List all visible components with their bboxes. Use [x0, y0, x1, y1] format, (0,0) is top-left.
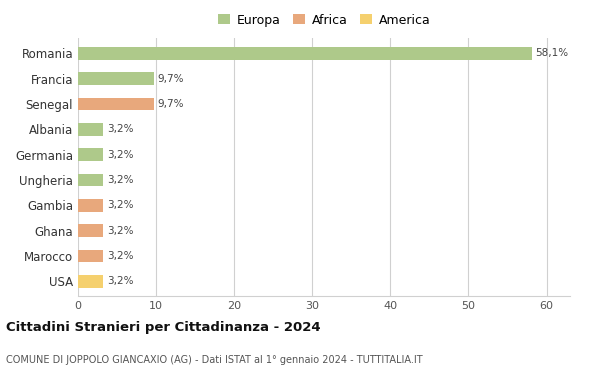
Text: 3,2%: 3,2%: [107, 150, 133, 160]
Bar: [78, 275, 103, 288]
Bar: [78, 148, 103, 161]
Bar: [78, 123, 103, 136]
Text: 3,2%: 3,2%: [107, 124, 133, 134]
Text: 3,2%: 3,2%: [107, 175, 133, 185]
Bar: [78, 199, 103, 212]
Text: 58,1%: 58,1%: [536, 48, 569, 58]
Bar: [78, 47, 532, 60]
Bar: [78, 72, 154, 85]
Text: 3,2%: 3,2%: [107, 276, 133, 286]
Text: 3,2%: 3,2%: [107, 251, 133, 261]
Bar: [78, 174, 103, 186]
Text: 9,7%: 9,7%: [158, 99, 184, 109]
Bar: [78, 98, 154, 110]
Text: 3,2%: 3,2%: [107, 226, 133, 236]
Bar: [78, 224, 103, 237]
Text: 3,2%: 3,2%: [107, 200, 133, 210]
Text: Cittadini Stranieri per Cittadinanza - 2024: Cittadini Stranieri per Cittadinanza - 2…: [6, 321, 320, 334]
Text: 9,7%: 9,7%: [158, 74, 184, 84]
Legend: Europa, Africa, America: Europa, Africa, America: [218, 14, 430, 27]
Bar: [78, 250, 103, 262]
Text: COMUNE DI JOPPOLO GIANCAXIO (AG) - Dati ISTAT al 1° gennaio 2024 - TUTTITALIA.IT: COMUNE DI JOPPOLO GIANCAXIO (AG) - Dati …: [6, 355, 422, 365]
